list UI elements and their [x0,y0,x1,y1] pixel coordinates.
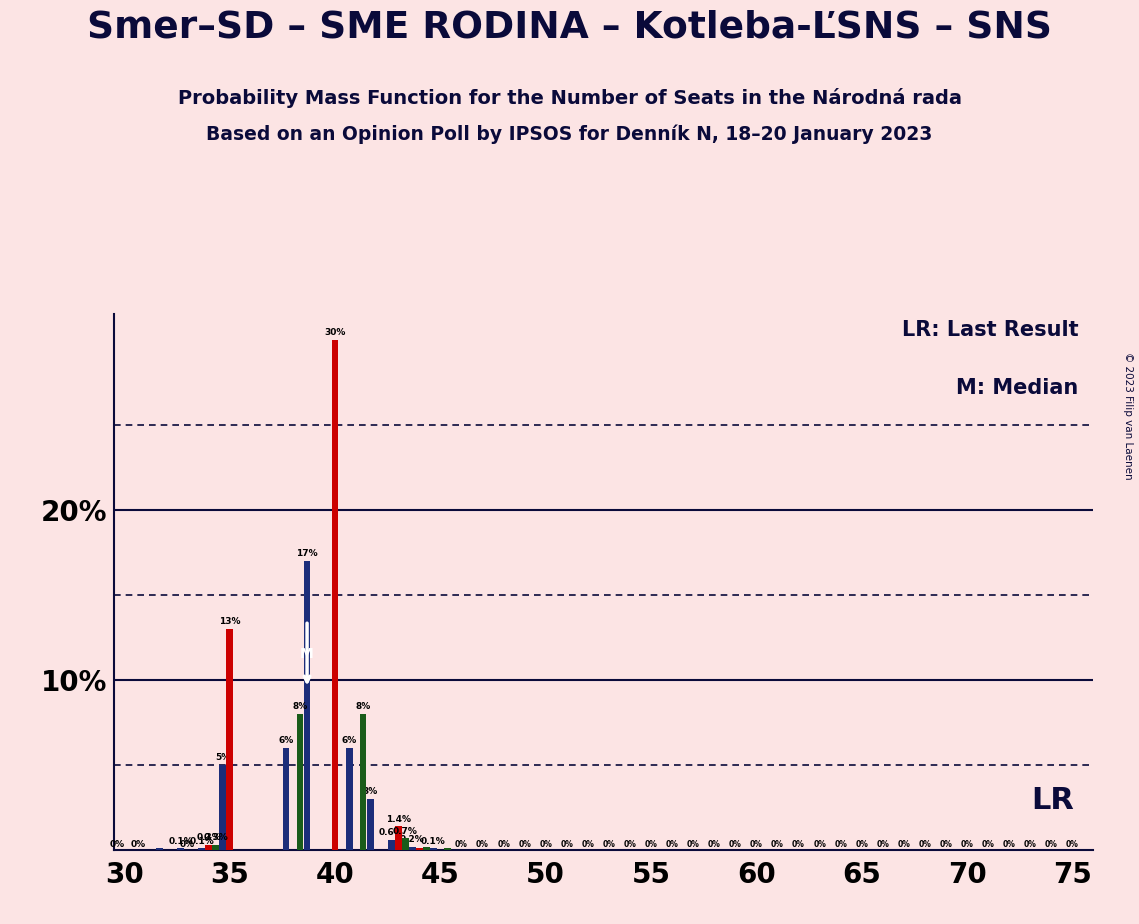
Text: 0%: 0% [603,840,615,849]
Text: 0%: 0% [898,840,910,849]
Bar [367,799,374,850]
Bar [227,629,233,850]
Text: 0.3%: 0.3% [203,833,228,843]
Bar [409,846,416,850]
Text: 0.3%: 0.3% [196,833,221,843]
Text: M: M [301,648,314,662]
Bar [360,714,367,850]
Bar [178,848,185,850]
Text: 0%: 0% [707,840,721,849]
Bar [205,845,212,850]
Bar [156,848,163,850]
Bar [416,848,423,850]
Text: 0%: 0% [1044,840,1058,849]
Bar [395,826,402,850]
Bar [304,561,311,850]
Text: 13%: 13% [219,617,240,626]
Text: © 2023 Filip van Laenen: © 2023 Filip van Laenen [1123,352,1133,480]
Text: 0%: 0% [539,840,552,849]
Text: Probability Mass Function for the Number of Seats in the Národná rada: Probability Mass Function for the Number… [178,88,961,108]
Bar [212,845,219,850]
Text: Smer–SD – SME RODINA – Kotleba-ĽSNS – SNS: Smer–SD – SME RODINA – Kotleba-ĽSNS – SN… [87,9,1052,45]
Text: 0%: 0% [110,840,125,849]
Text: 0%: 0% [855,840,868,849]
Bar [331,340,338,850]
Text: 0.1%: 0.1% [421,837,445,845]
Bar [444,848,451,850]
Text: 0%: 0% [180,840,195,849]
Text: M: Median: M: Median [957,379,1079,398]
Text: 0%: 0% [645,840,657,849]
Text: 0%: 0% [918,840,932,849]
Text: 0%: 0% [623,840,637,849]
Text: 0%: 0% [729,840,741,849]
Bar [402,838,409,850]
Text: 0%: 0% [1002,840,1016,849]
Text: 8%: 8% [355,702,370,711]
Bar [431,848,437,850]
Text: 0%: 0% [813,840,826,849]
Bar [346,748,353,850]
Text: 0%: 0% [940,840,952,849]
Text: 0.1%: 0.1% [169,837,192,845]
Text: 6%: 6% [342,736,357,746]
Bar [296,714,303,850]
Text: 0%: 0% [749,840,763,849]
Text: 0.6%: 0.6% [379,828,403,837]
Text: 5%: 5% [215,753,230,762]
Text: LR: LR [1031,786,1074,816]
Bar [423,846,429,850]
Text: 0%: 0% [687,840,699,849]
Text: 0.7%: 0.7% [393,827,418,835]
Text: Based on an Opinion Poll by IPSOS for Denník N, 18–20 January 2023: Based on an Opinion Poll by IPSOS for De… [206,125,933,144]
Text: 0%: 0% [792,840,805,849]
Bar [388,840,395,850]
Text: 0%: 0% [560,840,573,849]
Bar [282,748,289,850]
Text: 0%: 0% [497,840,510,849]
Text: 0%: 0% [876,840,890,849]
Text: 8%: 8% [293,702,308,711]
Text: 0%: 0% [518,840,531,849]
Text: LR: Last Result: LR: Last Result [902,320,1079,339]
Text: 0.2%: 0.2% [400,835,425,845]
Text: 0%: 0% [1066,840,1079,849]
Text: 0%: 0% [771,840,784,849]
Text: 0%: 0% [982,840,994,849]
Text: 3%: 3% [362,787,378,796]
Text: 0%: 0% [960,840,974,849]
Text: 17%: 17% [296,549,318,558]
Text: 1.4%: 1.4% [386,815,411,823]
Text: 0.1%: 0.1% [189,837,214,845]
Text: 6%: 6% [278,736,294,746]
Text: 30%: 30% [325,328,346,337]
Text: 0%: 0% [665,840,679,849]
Text: 0%: 0% [1024,840,1036,849]
Text: 0%: 0% [456,840,468,849]
Text: 0%: 0% [581,840,595,849]
Bar [198,848,205,850]
Bar [220,765,227,850]
Text: 0%: 0% [834,840,847,849]
Text: 0%: 0% [476,840,489,849]
Text: 0%: 0% [131,840,146,849]
